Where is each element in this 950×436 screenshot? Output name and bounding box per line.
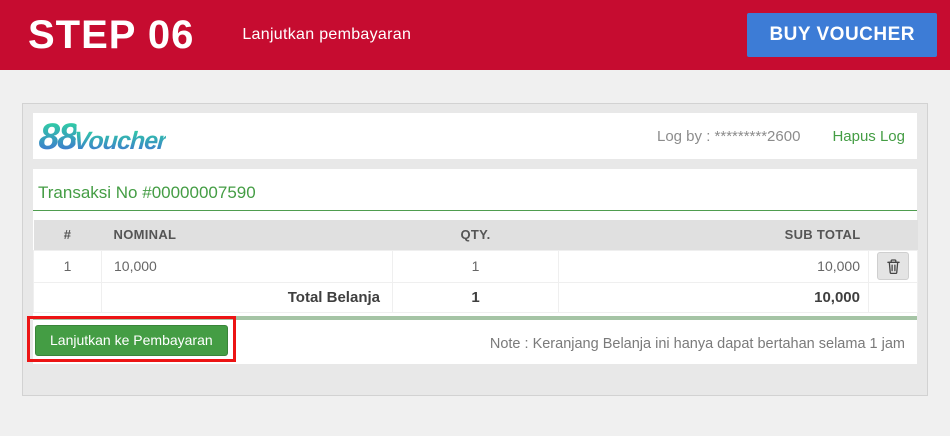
total-subtotal: 10,000 [558,281,869,313]
log-by-text: Log by : *********2600 [656,127,801,145]
footer-row: Lanjutkan ke Pembayaran Note : Keranjang… [27,315,917,366]
total-label: Total Belanja [101,281,393,313]
hapus-log-link[interactable]: Hapus Log [832,127,905,145]
total-empty-num [33,281,102,313]
cell-qty: 1 [392,249,559,283]
trash-icon [886,258,900,274]
delete-item-button[interactable] [877,252,909,280]
sage-divider [33,315,917,320]
header-actions [868,220,918,250]
88voucher-logo: 88Voucher [37,115,168,157]
transaction-title: Transaksi No #00000007590 [38,183,256,202]
header-qty: QTY. [392,220,559,250]
total-qty: 1 [392,281,559,313]
total-empty-actions [868,281,918,313]
header-num: # [33,220,102,250]
title-divider [33,210,917,211]
continue-payment-button[interactable]: Lanjutkan ke Pembayaran [35,324,228,356]
table-row: 1 10,000 1 10,000 [33,249,918,283]
step-description: Lanjutkan pembayaran [242,26,412,43]
annotation-highlight: Lanjutkan ke Pembayaran [27,315,236,362]
cell-subtotal: 10,000 [558,249,869,283]
header-subtotal: SUB TOTAL [558,220,869,250]
logo-secondary-text: Voucher [72,126,167,155]
buy-voucher-button[interactable]: BUY VOUCHER [747,13,937,57]
panel-header: 88Voucher Log by : *********2600 Hapus L… [33,113,917,159]
cart-table: # NOMINAL QTY. SUB TOTAL 1 10,000 1 10,0… [33,220,918,313]
session-info: Log by : *********2600 Hapus Log [657,128,905,145]
table-header-row: # NOMINAL QTY. SUB TOTAL [33,220,918,250]
step-header: STEP 06 Lanjutkan pembayaran BUY VOUCHER [0,0,950,70]
note-text: Note : Keranjang Belanja ini hanya dapat… [489,335,905,352]
header-nominal: NOMINAL [101,220,393,250]
page: STEP 06 Lanjutkan pembayaran BUY VOUCHER… [0,0,950,396]
total-row: Total Belanja 1 10,000 [33,281,918,313]
panel-body: Transaksi No #00000007590 # NOMINAL QTY.… [27,169,918,366]
checkout-panel: 88Voucher Log by : *********2600 Hapus L… [22,103,928,396]
step-title: STEP 06 [28,13,195,57]
cell-actions [868,249,918,283]
logo-primary-text: 88 [37,115,78,157]
cell-nominal: 10,000 [101,249,393,283]
cell-num: 1 [33,249,102,283]
